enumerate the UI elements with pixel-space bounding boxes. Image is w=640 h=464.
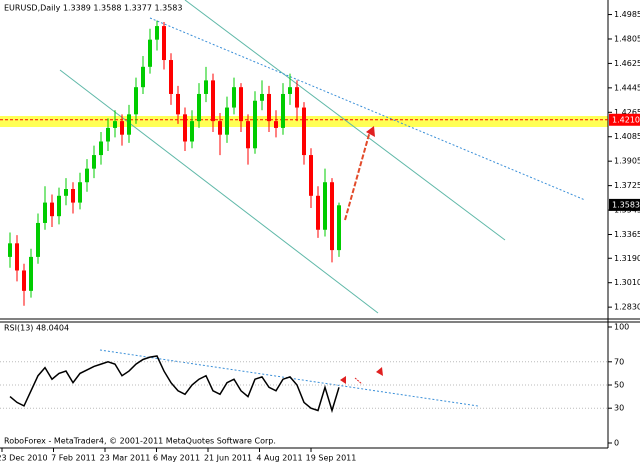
- candle-body: [134, 87, 138, 115]
- rsi-arrow: [340, 376, 346, 384]
- rsi-title: RSI(13) 48.0404: [4, 324, 69, 333]
- candle-body: [218, 121, 222, 135]
- candle-body: [148, 39, 152, 67]
- y-tick-label: 70: [614, 357, 624, 366]
- candle-body: [36, 222, 40, 257]
- candle-body: [8, 243, 12, 257]
- price-title: EURUSD,Daily 1.3389 1.3588 1.3377 1.3583: [4, 4, 183, 13]
- candle-body: [302, 107, 306, 156]
- candle-body: [246, 121, 250, 149]
- candle-body: [225, 107, 229, 135]
- rsi-arrow: [354, 377, 363, 385]
- y-tick-label: 1.2830: [614, 303, 640, 312]
- candle-body: [190, 121, 194, 142]
- candle-body: [78, 182, 82, 203]
- y-tick-label: 1.4985: [614, 10, 640, 19]
- candle-body: [197, 93, 201, 122]
- arrow-head: [366, 126, 375, 137]
- candle-body: [64, 189, 68, 196]
- candle-body: [141, 66, 145, 88]
- candle-body: [120, 121, 124, 135]
- candle-body: [71, 189, 75, 203]
- candle-body: [316, 195, 320, 230]
- y-tick-label: 1.4805: [614, 34, 640, 43]
- candle-body: [169, 60, 173, 94]
- candle-body: [204, 80, 208, 94]
- trend-line: [149, 17, 586, 201]
- x-tick-label: 4 Aug 2011: [256, 454, 302, 463]
- y-tick-label: 100: [614, 323, 629, 332]
- last-price-box: [609, 198, 640, 211]
- candle-body: [50, 202, 54, 217]
- candle-body: [337, 205, 341, 251]
- footer: RoboForex - MetaTrader4, © 2001-2011 Met…: [4, 437, 276, 446]
- forecast-arrow: [344, 130, 371, 221]
- candle-body: [295, 87, 299, 108]
- candle-body: [92, 155, 96, 169]
- candle-body: [288, 87, 292, 94]
- y-tick-label: 1.4265: [614, 108, 640, 117]
- y-tick-label: 1.4445: [614, 83, 640, 92]
- candle-body: [99, 141, 103, 156]
- y-tick-label: 1.4625: [614, 59, 640, 68]
- level-label: 1.4210: [612, 115, 640, 124]
- candle-body: [43, 202, 47, 223]
- y-tick-label: 1.3725: [614, 181, 640, 190]
- candle-body: [323, 182, 327, 230]
- x-tick-label: 7 Feb 2011: [51, 454, 96, 463]
- candle-body: [155, 26, 159, 40]
- candle-body: [260, 93, 264, 101]
- candle-body: [22, 270, 26, 291]
- candle-body: [113, 121, 117, 128]
- y-tick-label: 30: [614, 404, 624, 413]
- candle-body: [15, 243, 19, 271]
- rsi-line: [9, 355, 340, 414]
- y-tick-label: 1.3905: [614, 157, 640, 166]
- candle-body: [281, 93, 285, 128]
- candle-body: [267, 93, 271, 122]
- last-price-label: 1.3583: [612, 200, 640, 209]
- candle-body: [211, 80, 215, 122]
- candle-body: [309, 155, 313, 196]
- y-tick-label: 0: [614, 439, 619, 448]
- channel-line: [59, 69, 379, 314]
- candle-body: [127, 114, 131, 135]
- x-tick-label: 19 Sep 2011: [306, 454, 357, 463]
- y-tick-label: 1.3365: [614, 230, 640, 239]
- candle-body: [57, 195, 61, 217]
- candle-body: [85, 168, 89, 183]
- y-tick-label: 1.3190: [614, 254, 640, 263]
- candle-body: [106, 127, 110, 142]
- candle-body: [253, 100, 257, 149]
- candle-body: [330, 182, 334, 251]
- x-tick-label: 23 Dec 2010: [0, 454, 48, 463]
- y-tick-label: 1.4085: [614, 132, 640, 141]
- level-box: [609, 113, 640, 126]
- candle-body: [232, 87, 236, 108]
- candle-body: [29, 256, 33, 291]
- candle-body: [183, 114, 187, 142]
- y-tick-label: 50: [614, 381, 624, 390]
- y-tick-label: 1.3010: [614, 278, 640, 287]
- candle-body: [176, 93, 180, 115]
- rsi-arrow: [376, 367, 383, 376]
- x-tick-label: 23 Mar 2011: [100, 454, 151, 463]
- x-tick-label: 6 May 2011: [153, 454, 200, 463]
- x-tick-label: 21 Jun 2011: [204, 454, 252, 463]
- candle-body: [162, 26, 166, 61]
- candle-body: [274, 121, 278, 128]
- candle-body: [239, 87, 243, 122]
